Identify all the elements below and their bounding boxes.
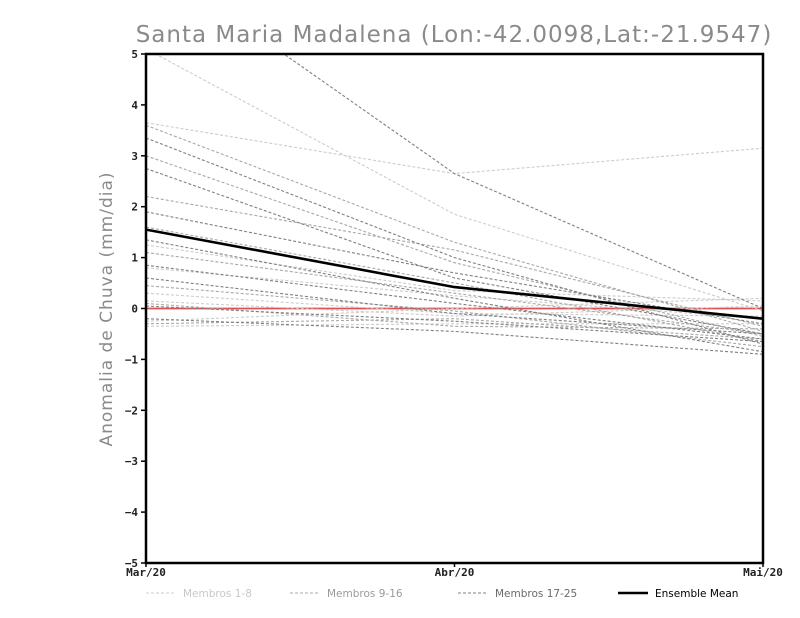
member-series-line-17 <box>282 54 763 310</box>
y-tick-label: 3 <box>131 150 138 163</box>
member-series-line-8 <box>146 267 763 320</box>
member-series-line-19 <box>146 167 763 335</box>
member-series-line-6 <box>146 297 763 322</box>
member-series-line-20 <box>146 211 763 325</box>
member-series-line-24 <box>146 318 763 355</box>
member-series-line-11 <box>146 195 763 327</box>
member-series-line-18 <box>146 137 763 345</box>
member-series-line-12 <box>146 226 763 343</box>
member-series-line-9 <box>146 124 763 332</box>
legend-label: Membros 1-8 <box>183 588 252 600</box>
y-tick-label: −2 <box>125 404 138 417</box>
plot-area <box>146 54 763 355</box>
member-series-line-7 <box>146 300 763 317</box>
x-tick-label: Abr/20 <box>435 566 475 579</box>
y-tick-label: 2 <box>131 201 138 214</box>
member-series-line-5 <box>146 323 763 327</box>
y-tick-label: 4 <box>131 99 138 112</box>
legend-label: Ensemble Mean <box>655 588 738 600</box>
y-tick-label: −3 <box>125 455 138 468</box>
y-tick-label: −1 <box>125 353 139 366</box>
y-axis-label: Anomalia de Chuva (mm/dia) <box>97 171 117 446</box>
ensemble-mean-line <box>146 228 763 320</box>
member-series-line-3 <box>146 244 763 302</box>
member-series-line-1 <box>154 54 763 312</box>
y-tick-label: −5 <box>125 557 138 570</box>
x-tick-label: Mar/20 <box>126 566 166 579</box>
legend-label: Membros 9-16 <box>327 588 403 600</box>
member-series-line-2 <box>146 122 763 175</box>
x-tick-label: Mai/20 <box>743 566 783 579</box>
member-series-line-21 <box>146 239 763 353</box>
y-tick-label: 5 <box>131 48 138 61</box>
y-tick-label: 0 <box>131 303 138 316</box>
member-series-line-4 <box>146 292 763 317</box>
legend: Membros 1-8 Membros 9-16 Membros 17-25 Ense… <box>146 588 738 600</box>
legend-label: Membros 17-25 <box>495 588 577 600</box>
y-tick-label: −4 <box>125 506 139 519</box>
x-axis-ticks: Mar/20 Abr/20 Mai/20 <box>126 563 783 579</box>
y-tick-label: 1 <box>131 252 138 265</box>
member-series-line-25 <box>146 305 763 343</box>
member-series-line-16 <box>146 302 763 330</box>
member-series-line-10 <box>146 155 763 338</box>
chart-title: Santa Maria Madalena (Lon:-42.0098,Lat:-… <box>136 22 773 48</box>
member-series-line-13 <box>146 251 763 335</box>
member-series-line-23 <box>146 277 763 335</box>
y-axis-ticks: −5 −4 −3 −2 −1 0 1 2 3 4 5 <box>125 48 146 570</box>
member-series-line-15 <box>146 318 763 340</box>
member-series-line-14 <box>146 285 763 348</box>
series-layer <box>146 54 763 355</box>
